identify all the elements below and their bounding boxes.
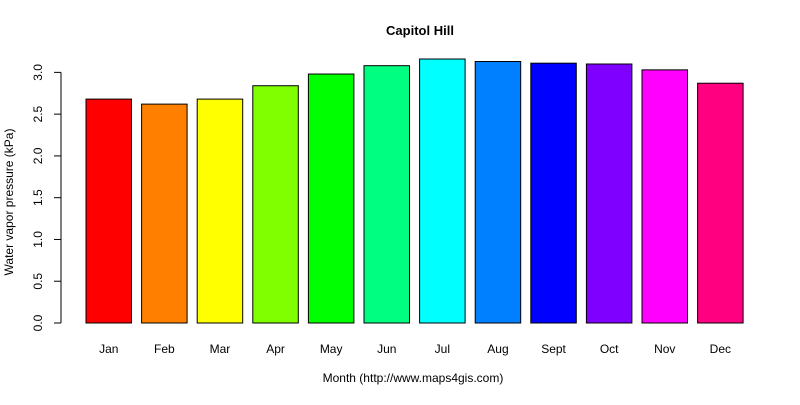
y-tick-label: 1.0 — [31, 231, 45, 248]
x-tick-label: Nov — [654, 342, 675, 356]
y-axis: 0.0 0.5 1.0 1.5 2.0 2.5 3.0 — [31, 64, 62, 331]
x-tick-label: May — [320, 342, 343, 356]
bar-jun — [363, 65, 410, 324]
y-tick-label: 0.0 — [31, 314, 45, 331]
x-tick-label: Aug — [487, 342, 508, 356]
x-tick-label: Mar — [210, 342, 231, 356]
bar-oct — [585, 63, 633, 324]
x-tick-label: Jul — [435, 342, 450, 356]
bar-mar — [196, 98, 244, 324]
y-tick-label: 1.5 — [31, 189, 45, 206]
x-tick-label: Feb — [154, 342, 175, 356]
bar-apr — [252, 85, 299, 324]
x-tick-label: Jan — [99, 342, 118, 356]
bar-aug — [474, 61, 522, 324]
bar-may — [307, 73, 355, 324]
y-axis-label: Water vapor pressure (kPa) — [2, 129, 16, 276]
y-tick-label: 3.0 — [31, 64, 45, 81]
bar-sept — [530, 62, 577, 324]
y-tick-label: 2.5 — [31, 105, 45, 122]
bar-dec — [697, 82, 744, 324]
bars-group — [85, 58, 744, 324]
x-axis-tick-labels: Jan Feb Mar Apr May Jun Jul Aug Sept Oct Nov Dec — [99, 342, 731, 356]
bar-feb — [141, 103, 188, 324]
y-tick-label: 0.5 — [31, 273, 45, 290]
x-tick-label: Sept — [541, 342, 566, 356]
x-tick-label: Jun — [377, 342, 396, 356]
x-axis-label: Month (http://www.maps4gis.com) — [323, 371, 504, 385]
bar-jul — [419, 58, 466, 324]
y-tick-label: 2.0 — [31, 147, 45, 164]
bar-nov — [641, 69, 688, 324]
x-tick-label: Apr — [266, 342, 285, 356]
chart-title: Capitol Hill — [386, 23, 454, 38]
x-tick-label: Dec — [710, 342, 731, 356]
bar-jan — [85, 98, 132, 324]
x-tick-label: Oct — [600, 342, 619, 356]
